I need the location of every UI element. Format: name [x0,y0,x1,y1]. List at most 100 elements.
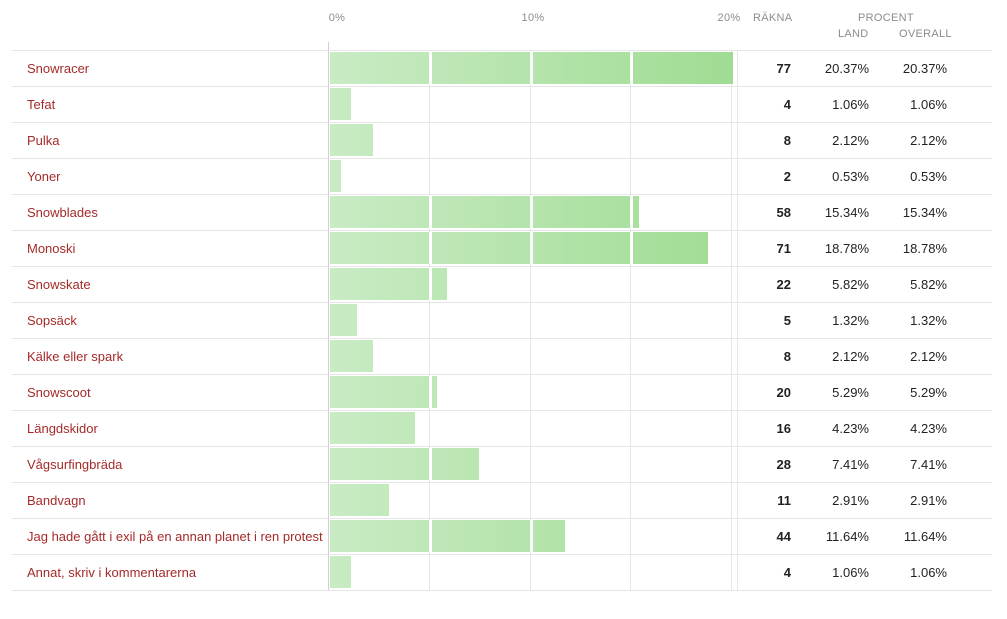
overall-percent: 2.91% [910,493,947,508]
count-value: 44 [776,529,791,544]
bar [330,268,448,300]
overall-percent: 2.12% [910,349,947,364]
category-label[interactable]: Jag hade gått i exil på en annan planet … [27,529,323,544]
bar [330,196,640,228]
row-divider [12,50,992,51]
count-value: 5 [783,313,791,328]
bar-segment-divider [428,376,432,408]
category-label[interactable]: Annat, skriv i kommentarerna [27,565,197,580]
bar-segment-divider [630,196,634,228]
overall-percent: 11.64% [903,529,947,544]
land-percent: 5.29% [832,385,869,400]
bar [330,412,416,444]
row-divider [12,374,992,375]
row-divider [12,230,992,231]
row-divider [12,410,992,411]
category-label[interactable]: Sopsäck [27,313,77,328]
land-percent: 11.64% [825,529,869,544]
land-percent: 0.53% [832,169,869,184]
count-header: RÄKNA [753,12,793,24]
bar-segment-divider [428,196,432,228]
row-divider [12,266,992,267]
row-divider [12,158,992,159]
count-value: 4 [783,565,791,580]
row-divider [12,482,992,483]
count-value: 11 [777,493,791,508]
category-label[interactable]: Snowskate [27,277,91,292]
count-value: 2 [783,169,791,184]
row-divider [12,590,992,591]
category-label[interactable]: Snowblades [27,205,98,220]
land-percent: 1.06% [832,565,869,580]
category-label[interactable]: Pulka [27,133,60,148]
bar [330,520,565,552]
bar-segment-divider [529,520,533,552]
count-value: 4 [783,97,791,112]
count-value: 22 [776,277,791,292]
overall-percent: 1.06% [910,565,947,580]
grid-line [731,50,732,590]
row-divider [12,446,992,447]
land-percent: 1.32% [832,313,869,328]
land-percent: 18.78% [824,241,869,256]
bar [330,448,480,480]
count-value: 77 [776,61,791,76]
count-value: 8 [783,133,791,148]
land-percent: 1.06% [832,97,869,112]
land-percent: 15.34% [824,205,869,220]
bar-segment-divider [529,52,533,84]
bar-segment-divider [529,232,533,264]
count-value: 71 [776,241,791,256]
category-label[interactable]: Längdskidor [27,421,98,436]
row-divider [12,122,992,123]
overall-percent: 5.82% [910,277,947,292]
grid-line [328,42,329,590]
bar [330,232,709,264]
bar-segment-divider [428,232,432,264]
overall-percent: 15.34% [902,205,947,220]
row-divider [12,86,992,87]
bar [330,304,357,336]
category-label[interactable]: Monoski [27,241,76,256]
overall-percent: 2.12% [910,133,947,148]
overall-percent: 5.29% [910,385,947,400]
category-label[interactable]: Snowracer [27,61,90,76]
land-header: LAND [838,28,869,40]
row-divider [12,554,992,555]
x-tick-10: 10% [521,12,545,24]
chart-right-edge [737,50,738,590]
grid-line [428,50,430,590]
category-label[interactable]: Bandvagn [27,493,86,508]
count-value: 58 [776,205,791,220]
x-tick-20: 20% [717,12,741,24]
land-percent: 2.91% [832,493,869,508]
bar [330,556,352,588]
bar [330,340,373,372]
category-label[interactable]: Snowscoot [27,385,91,400]
row-divider [12,302,992,303]
bar [330,484,389,516]
bar-segment-divider [529,196,533,228]
percent-header: PROCENT [858,12,914,24]
land-percent: 7.41% [832,457,869,472]
count-value: 8 [783,349,791,364]
bar-segment-divider [428,448,432,480]
bar-segment-divider [428,52,432,84]
category-label[interactable]: Tefat [27,97,56,112]
bar-segment-divider [428,268,432,300]
category-label[interactable]: Yoner [27,169,61,184]
category-label[interactable]: Vågsurfingbräda [27,457,123,472]
bar [330,376,437,408]
count-value: 16 [776,421,791,436]
bar [330,88,352,120]
category-label[interactable]: Kälke eller spark [27,349,124,364]
grid-line [630,50,632,590]
overall-percent: 7.41% [910,457,947,472]
overall-percent: 1.32% [910,313,947,328]
land-percent: 4.23% [832,421,869,436]
bar-segment-divider [630,52,634,84]
overall-percent: 0.53% [910,169,947,184]
row-divider [12,194,992,195]
overall-percent: 18.78% [902,241,947,256]
land-percent: 20.37% [824,61,869,76]
